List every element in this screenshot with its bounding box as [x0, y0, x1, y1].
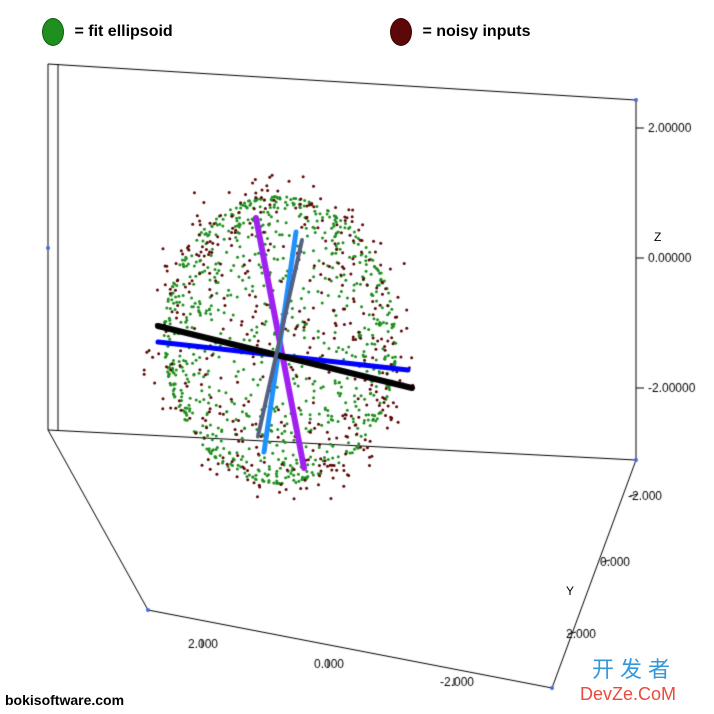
watermark-line1: 开发者 — [580, 652, 676, 684]
y-axis-label: Y — [566, 584, 574, 598]
legend-fit-text: = fit ellipsoid — [74, 23, 172, 40]
legend-fit: = fit ellipsoid — [42, 18, 173, 46]
legend-fit-swatch — [42, 18, 64, 46]
legend-noisy: = noisy inputs — [390, 18, 530, 46]
scatter-3d-chart — [0, 0, 714, 714]
z-axis-label: Z — [654, 230, 661, 244]
watermark: 开发者 DevZe.CoM — [580, 652, 676, 705]
footer-credit: bokisoftware.com — [5, 692, 124, 708]
legend-noisy-swatch — [390, 18, 412, 46]
watermark-line2: DevZe.CoM — [580, 684, 676, 705]
legend-noisy-text: = noisy inputs — [422, 23, 530, 40]
